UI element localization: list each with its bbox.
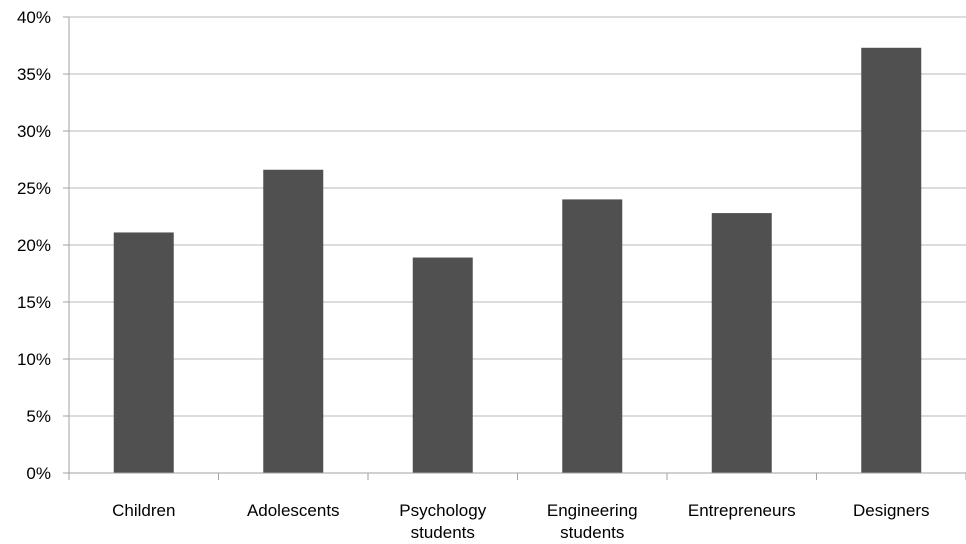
y-tick-label: 25% [17, 179, 51, 198]
bar [113, 232, 174, 473]
x-category-label-line: Psychology [399, 501, 486, 520]
x-category-label-line: Engineering [547, 501, 638, 520]
gridlines [69, 16, 966, 417]
x-category-label: Designers [853, 501, 930, 520]
x-category-label-line: Entrepreneurs [688, 501, 796, 520]
bar [263, 169, 324, 473]
x-category-label: Adolescents [247, 501, 340, 520]
bar [562, 199, 623, 473]
x-category-label: Children [112, 501, 175, 520]
x-axis-category-labels: Children Adolescents Psychology studentsEng… [112, 501, 929, 542]
bars [113, 47, 922, 473]
x-category-label-line: Children [112, 501, 175, 520]
bar [412, 257, 473, 473]
bar [711, 213, 772, 473]
x-category-label-line: students [560, 523, 624, 542]
x-category-label: Engineering students [547, 501, 638, 542]
x-category-label-line: Designers [853, 501, 930, 520]
axes [63, 16, 966, 480]
y-tick-label: 40% [17, 8, 51, 27]
y-tick-label: 30% [17, 122, 51, 141]
y-tick-label: 20% [17, 236, 51, 255]
y-tick-label: 0% [26, 464, 51, 483]
y-tick-label: 5% [26, 407, 51, 426]
y-tick-label: 35% [17, 65, 51, 84]
x-category-label-line: Adolescents [247, 501, 340, 520]
x-category-label-line: students [411, 523, 475, 542]
y-axis-tick-labels: 0% 5% 10% 15% 20% 25% 30% 35% 40% [17, 8, 51, 483]
y-tick-label: 15% [17, 293, 51, 312]
y-tick-label: 10% [17, 350, 51, 369]
x-category-label: Entrepreneurs [688, 501, 796, 520]
bar [861, 47, 922, 473]
x-category-label: Psychology students [399, 501, 486, 542]
